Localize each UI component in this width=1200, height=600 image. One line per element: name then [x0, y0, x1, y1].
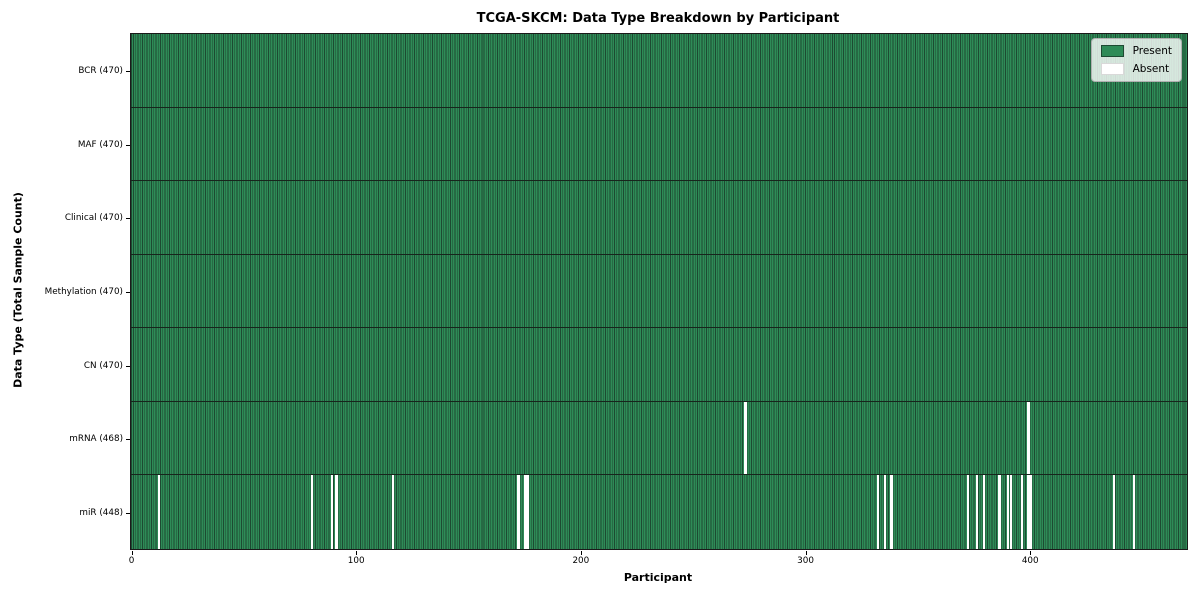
x-tick-mark: [131, 551, 133, 555]
absence-line: [1027, 475, 1030, 549]
absence-line: [335, 475, 338, 549]
absence-line: [1112, 475, 1116, 549]
y-tick-mark: [126, 439, 130, 441]
y-tick-mark: [126, 218, 130, 220]
y-tick-label-mir: miR (448): [79, 507, 123, 518]
legend-entry-present: Present: [1100, 44, 1172, 57]
x-tick-mark: [805, 551, 807, 555]
absence-line: [975, 475, 979, 549]
y-tick-label-mrna: mRNA (468): [69, 434, 123, 445]
absence-line: [517, 475, 520, 549]
absent-swatch-icon: [1100, 63, 1124, 75]
absence-line: [1027, 401, 1030, 475]
x-tick-label-300: 300: [797, 556, 814, 566]
absence-line: [330, 475, 334, 549]
y-tick-label-cn: CN (470): [83, 360, 123, 371]
x-axis-title: Participant: [623, 571, 693, 584]
present-swatch-icon: [1100, 45, 1124, 57]
absence-line: [1133, 475, 1136, 549]
y-tick-mark: [126, 512, 130, 514]
absence-line: [526, 475, 529, 549]
absence-line: [982, 475, 985, 549]
heatmap-plot-area: Present Absent: [130, 33, 1188, 550]
row-band-mir: [131, 475, 1187, 549]
x-tick-mark: [356, 551, 358, 555]
y-tick-label-bcr: BCR (470): [78, 66, 123, 77]
absence-line: [998, 475, 1001, 549]
y-tick-label-clinical: Clinical (470): [64, 213, 123, 224]
y-tick-label-methylation: Methylation (470): [44, 287, 123, 297]
x-tick-label-400: 400: [1021, 556, 1039, 566]
x-tick-mark: [580, 551, 582, 555]
x-tick-mark: [1030, 551, 1032, 555]
row-band-cn: [131, 328, 1187, 402]
y-tick-label-maf: MAF (470): [77, 139, 123, 150]
legend-entry-absent: Absent: [1100, 62, 1172, 75]
absence-line: [157, 475, 161, 549]
chart-legend: Present Absent: [1090, 38, 1182, 82]
x-tick-label-100: 100: [347, 556, 365, 566]
absence-line: [966, 475, 970, 549]
absence-line: [1020, 475, 1023, 549]
chart-title: TCGA-SKCM: Data Type Breakdown by Partic…: [476, 11, 840, 26]
row-band-maf: [131, 108, 1187, 182]
absence-line: [890, 475, 893, 549]
y-tick-mark: [126, 144, 130, 146]
absence-line: [1029, 475, 1032, 549]
absence-line: [744, 401, 747, 475]
absence-line: [1007, 475, 1010, 549]
legend-label-absent: Absent: [1132, 62, 1170, 75]
row-band-bcr: [131, 34, 1187, 108]
row-band-clinical: [131, 181, 1187, 255]
absence-line: [524, 475, 527, 549]
y-tick-mark: [126, 71, 130, 73]
row-band-mrna: [131, 401, 1187, 476]
y-tick-mark: [126, 292, 130, 293]
absence-line: [310, 475, 313, 549]
x-tick-label-0: 0: [128, 556, 135, 566]
absence-line: [391, 475, 394, 549]
x-tick-label-200: 200: [572, 556, 590, 566]
y-tick-mark: [126, 365, 130, 367]
absence-line: [876, 475, 880, 549]
absence-line: [883, 475, 886, 549]
row-band-methylation: [131, 255, 1187, 329]
legend-label-present: Present: [1132, 44, 1172, 57]
absence-line: [1009, 475, 1012, 549]
